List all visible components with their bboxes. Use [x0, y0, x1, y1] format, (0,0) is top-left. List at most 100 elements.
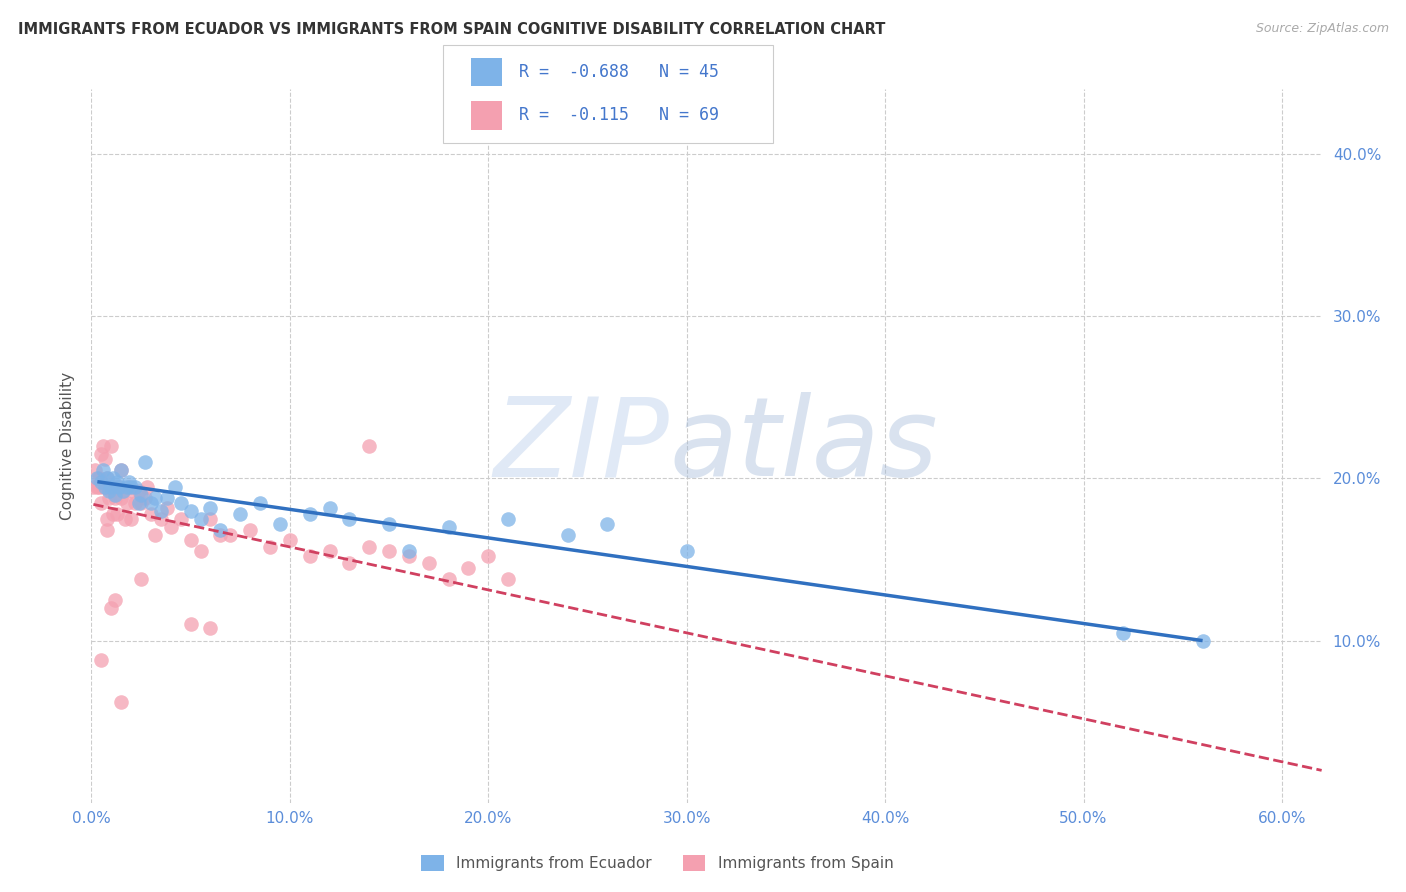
Point	[398, 549, 420, 564]
Point	[557, 528, 579, 542]
Point	[496, 512, 519, 526]
Point	[156, 500, 179, 515]
Text: R =  -0.688   N = 45: R = -0.688 N = 45	[519, 63, 718, 81]
Point	[94, 452, 117, 467]
Point	[105, 507, 128, 521]
Point	[98, 479, 121, 493]
Point	[477, 549, 499, 564]
Point	[104, 479, 127, 493]
Point	[82, 479, 104, 493]
Point	[110, 463, 132, 477]
Point	[136, 479, 159, 493]
Point	[100, 479, 122, 493]
Point	[359, 439, 381, 453]
Point	[269, 516, 291, 531]
Point	[159, 520, 181, 534]
Point	[249, 496, 271, 510]
Point	[96, 524, 118, 538]
Point	[318, 544, 340, 558]
Point	[89, 471, 111, 485]
Point	[91, 439, 114, 453]
Point	[110, 463, 132, 477]
Point	[114, 512, 136, 526]
Legend: Immigrants from Ecuador, Immigrants from Spain: Immigrants from Ecuador, Immigrants from…	[415, 849, 900, 877]
Point	[91, 463, 114, 477]
Point	[134, 491, 156, 505]
Point	[298, 549, 321, 564]
Point	[170, 496, 193, 510]
Point	[219, 528, 242, 542]
Point	[118, 475, 141, 489]
Point	[149, 504, 172, 518]
Point	[108, 479, 131, 493]
Point	[180, 504, 202, 518]
Point	[359, 540, 381, 554]
Point	[84, 463, 107, 477]
Point	[229, 507, 252, 521]
Point	[90, 475, 112, 489]
Point	[94, 479, 117, 493]
Point	[100, 439, 122, 453]
Point	[134, 455, 156, 469]
Point	[139, 507, 162, 521]
Point	[337, 512, 360, 526]
Point	[496, 572, 519, 586]
Point	[209, 524, 232, 538]
Point	[437, 520, 460, 534]
Point	[90, 496, 112, 510]
Text: ZIP: ZIP	[494, 392, 669, 500]
Point	[110, 695, 132, 709]
Point	[149, 512, 172, 526]
Point	[190, 544, 212, 558]
Point	[112, 484, 135, 499]
Point	[163, 479, 186, 493]
Point	[180, 533, 202, 547]
Point	[90, 653, 112, 667]
Point	[96, 471, 118, 485]
Point	[104, 593, 127, 607]
Point	[86, 479, 108, 493]
Point	[110, 491, 132, 505]
Text: IMMIGRANTS FROM ECUADOR VS IMMIGRANTS FROM SPAIN COGNITIVE DISABILITY CORRELATIO: IMMIGRANTS FROM ECUADOR VS IMMIGRANTS FR…	[18, 22, 886, 37]
Point	[337, 556, 360, 570]
Point	[143, 491, 166, 505]
Point	[398, 544, 420, 558]
Point	[209, 528, 232, 542]
Point	[298, 507, 321, 521]
Point	[128, 496, 150, 510]
Point	[98, 484, 121, 499]
Point	[124, 479, 146, 493]
Point	[105, 475, 128, 489]
Point	[1191, 633, 1213, 648]
Point	[143, 528, 166, 542]
Point	[596, 516, 619, 531]
Point	[98, 491, 121, 505]
Point	[90, 447, 112, 461]
Point	[91, 479, 114, 493]
Point	[120, 479, 142, 493]
Point	[120, 512, 142, 526]
Point	[118, 479, 141, 493]
Point	[96, 471, 118, 485]
Point	[112, 484, 135, 499]
Point	[318, 500, 340, 515]
Point	[96, 512, 118, 526]
Point	[259, 540, 281, 554]
Text: R =  -0.115   N = 69: R = -0.115 N = 69	[519, 106, 718, 124]
Text: atlas: atlas	[669, 392, 938, 500]
Point	[200, 512, 222, 526]
Point	[124, 496, 146, 510]
Point	[108, 479, 131, 493]
Point	[115, 479, 138, 493]
Point	[418, 556, 440, 570]
Point	[115, 496, 138, 510]
Text: Source: ZipAtlas.com: Source: ZipAtlas.com	[1256, 22, 1389, 36]
Point	[190, 512, 212, 526]
Point	[94, 479, 117, 493]
Point	[129, 572, 152, 586]
Point	[100, 601, 122, 615]
Point	[103, 507, 125, 521]
Point	[239, 524, 262, 538]
Point	[378, 516, 401, 531]
Point	[89, 479, 111, 493]
